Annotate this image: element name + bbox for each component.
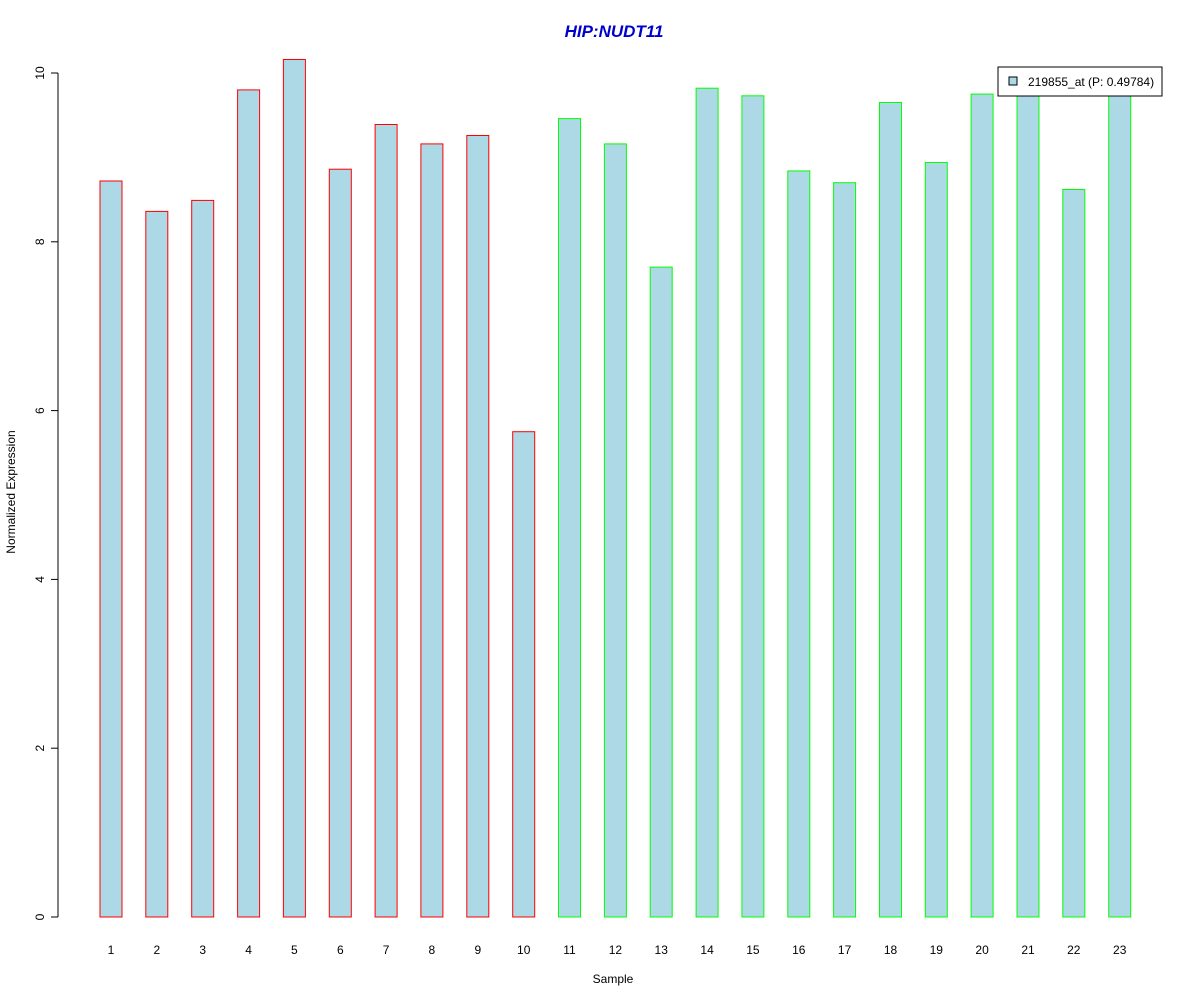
x-tick-label: 4 <box>245 943 252 957</box>
y-tick-label: 6 <box>33 407 47 414</box>
x-tick-label: 6 <box>337 943 344 957</box>
x-tick-label: 2 <box>153 943 160 957</box>
x-tick-labels: 1 2 3 4 5 6 7 8 9 10 11 12 13 14 15 16 17 18 19 20 21 22 23 <box>108 943 1127 957</box>
x-tick-label: 16 <box>792 943 806 957</box>
y-tick-label: 2 <box>33 745 47 752</box>
bar-sample-18 <box>879 102 902 918</box>
legend: 219855_at (P: 0.49784) <box>997 66 1163 97</box>
x-tick-label: 18 <box>884 943 898 957</box>
x-tick-label: 23 <box>1113 943 1127 957</box>
y-tick-label: 4 <box>33 576 47 583</box>
legend-box <box>997 66 1163 97</box>
bar-sample-16 <box>787 170 811 918</box>
x-tick-label: 10 <box>517 943 531 957</box>
legend-swatch <box>1008 76 1018 86</box>
y-tick-label: 8 <box>33 238 47 245</box>
x-tick-label: 19 <box>930 943 944 957</box>
bar-sample-7 <box>374 124 398 918</box>
bar-sample-23 <box>1108 93 1132 918</box>
x-tick-label: 17 <box>838 943 852 957</box>
bar-sample-14 <box>695 87 719 918</box>
x-tick-label: 22 <box>1067 943 1081 957</box>
bar-sample-8 <box>420 143 444 918</box>
bar-sample-17 <box>833 182 857 918</box>
bar-sample-1 <box>99 180 123 918</box>
bar-sample-9 <box>466 135 490 918</box>
x-tick-label: 21 <box>1021 943 1035 957</box>
bar-sample-6 <box>328 168 352 918</box>
x-tick-label: 15 <box>746 943 760 957</box>
bar-sample-11 <box>558 118 581 918</box>
x-tick-label: 20 <box>975 943 989 957</box>
bar-sample-4 <box>237 89 261 918</box>
x-tick-label: 11 <box>563 943 576 957</box>
bar-sample-15 <box>741 95 765 918</box>
legend-label: 219855_at (P: 0.49784) <box>1028 75 1154 89</box>
chart-title: HIP:NUDT11 <box>565 22 664 41</box>
x-tick-label: 12 <box>609 943 623 957</box>
x-axis-title: Sample <box>593 972 634 986</box>
y-tick-label: 10 <box>33 66 47 80</box>
x-tick-label: 14 <box>700 943 714 957</box>
y-axis: 0 2 4 6 8 10 <box>33 66 59 920</box>
x-tick-label: 7 <box>383 943 390 957</box>
bar-sample-2 <box>145 210 169 918</box>
bar-sample-12 <box>603 143 627 918</box>
y-tick-label: 0 <box>33 913 47 920</box>
bar-sample-19 <box>924 162 948 918</box>
bar-sample-21 <box>1016 93 1040 918</box>
x-tick-label: 3 <box>199 943 206 957</box>
bar-sample-22 <box>1062 189 1086 918</box>
x-tick-label: 8 <box>429 943 436 957</box>
x-tick-label: 1 <box>108 943 115 957</box>
bar-sample-20 <box>970 93 994 918</box>
bar-sample-13 <box>649 266 673 918</box>
bars-group <box>99 59 1132 918</box>
bar-sample-3 <box>191 199 215 918</box>
x-tick-label: 5 <box>291 943 298 957</box>
bar-sample-5 <box>282 59 306 918</box>
bar-sample-10 <box>512 431 536 918</box>
x-tick-label: 9 <box>474 943 481 957</box>
x-tick-label: 13 <box>655 943 669 957</box>
y-axis-title: Normalized Expression <box>4 430 18 553</box>
